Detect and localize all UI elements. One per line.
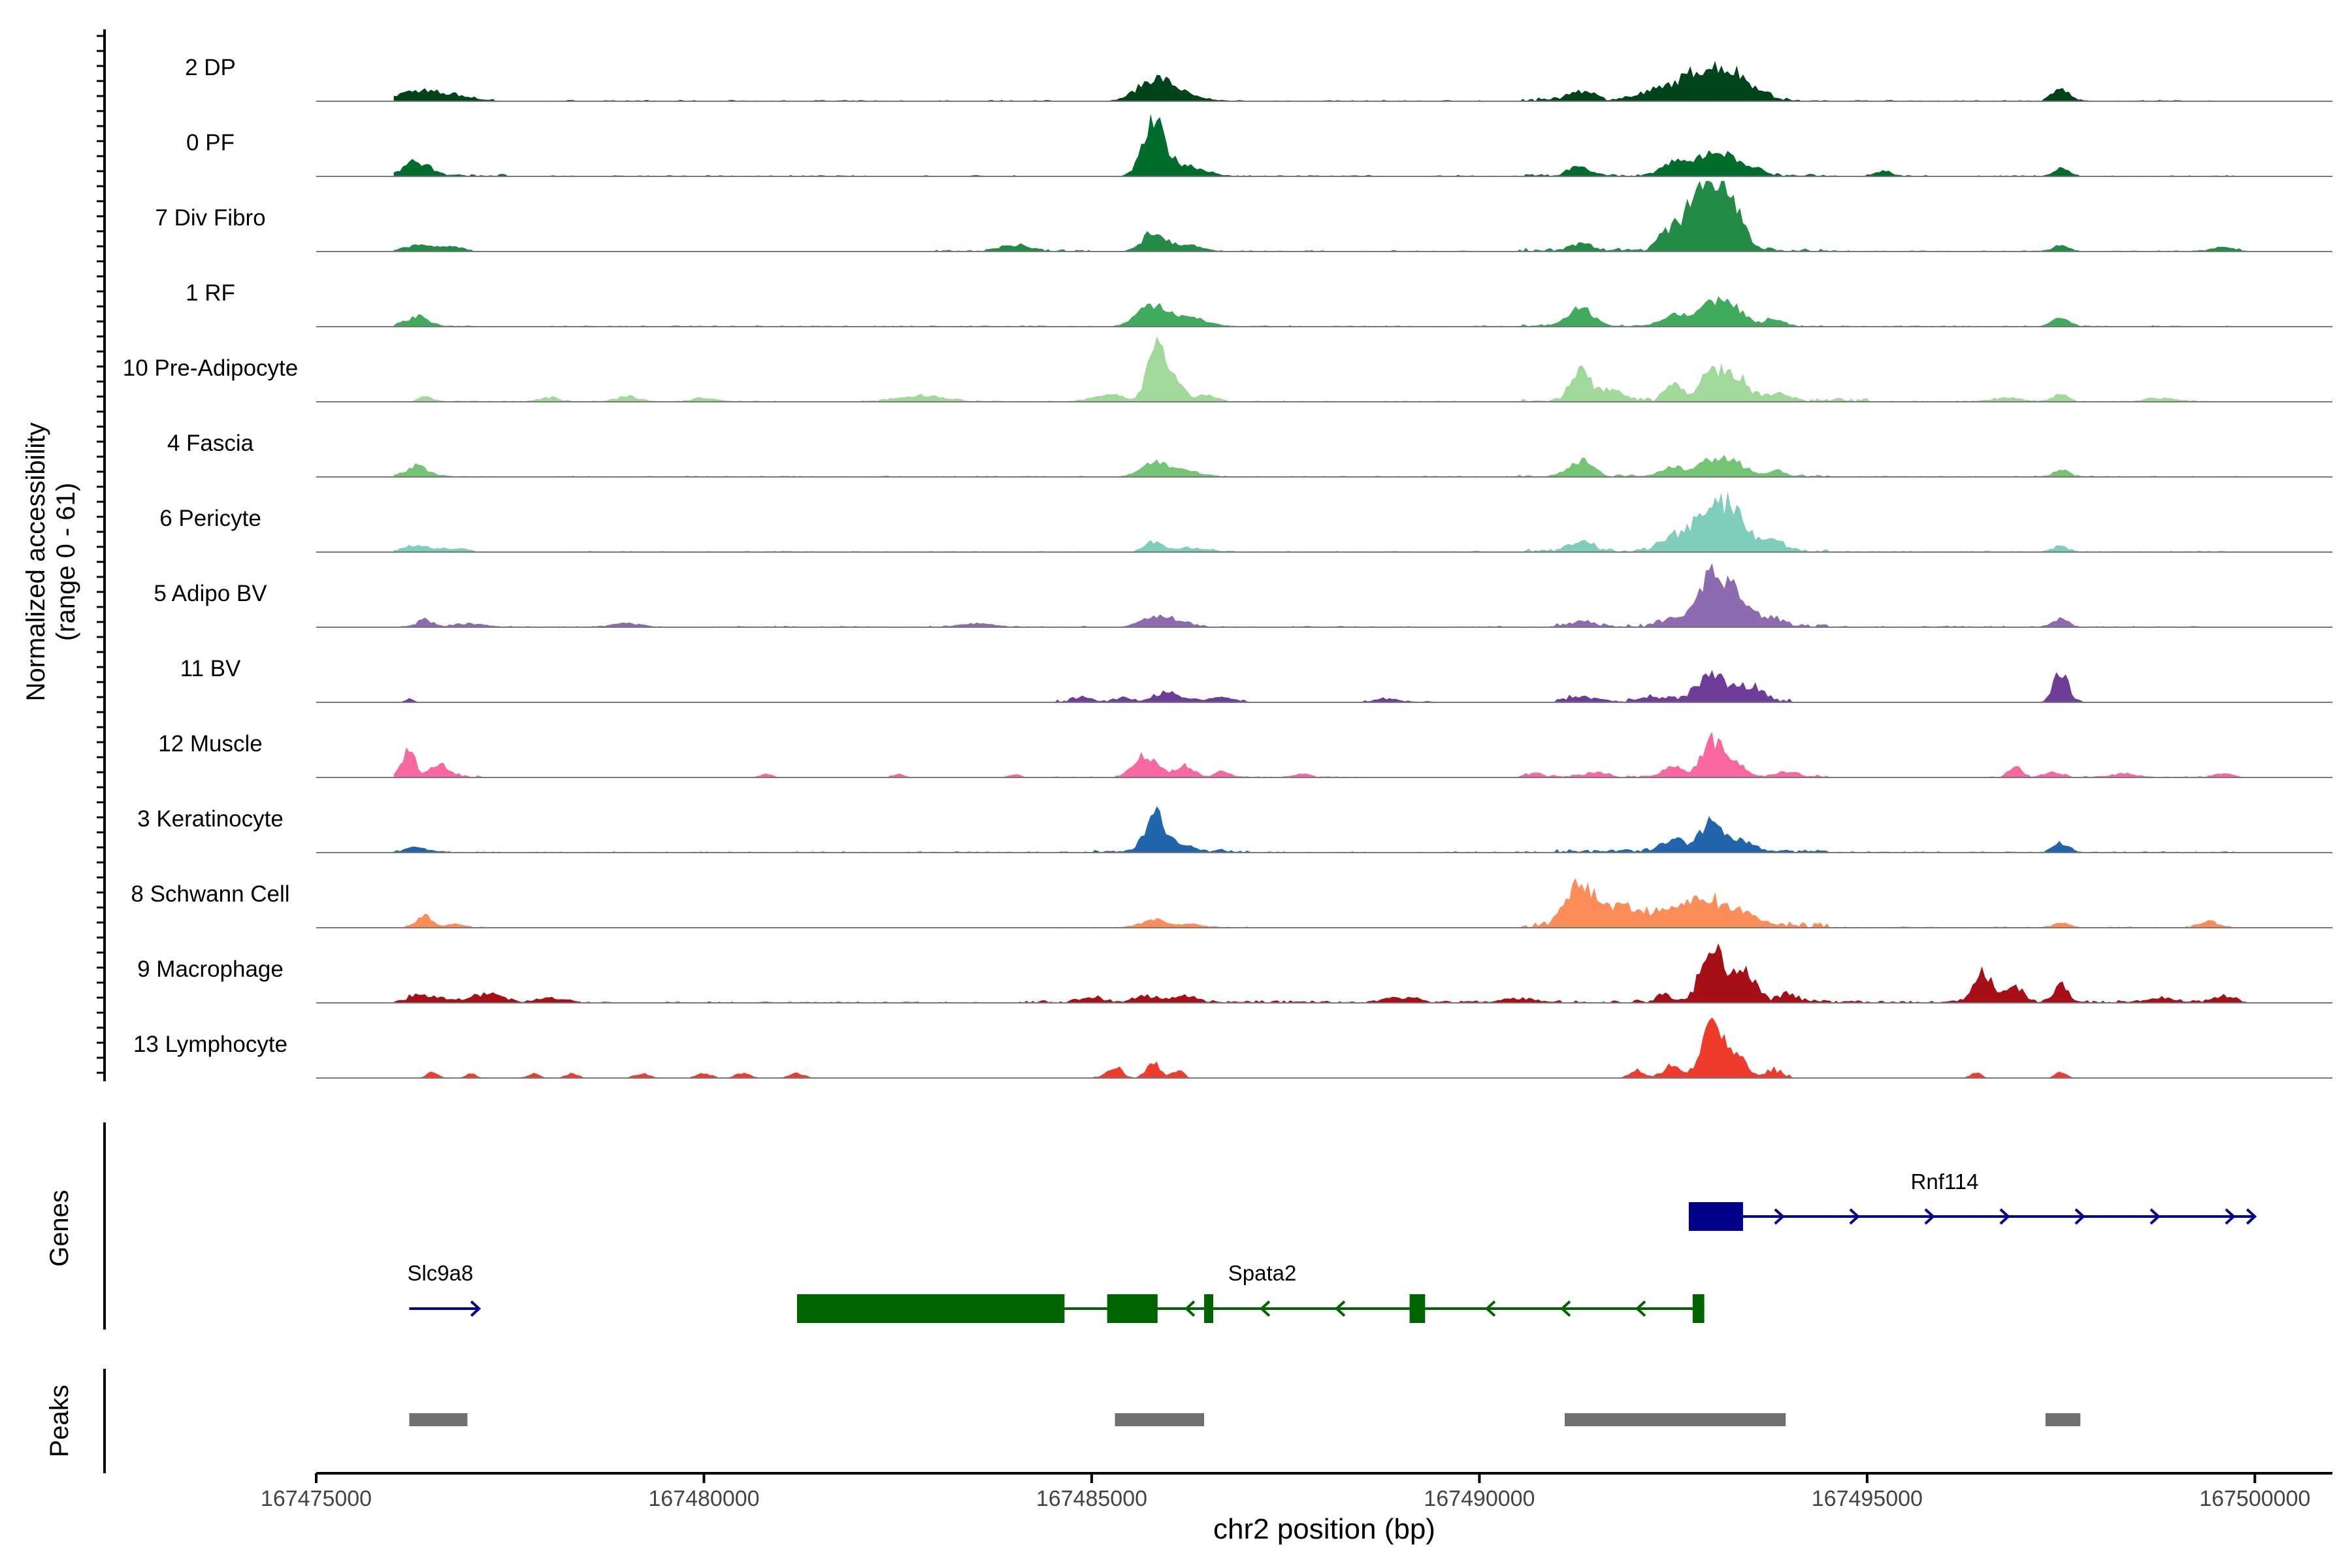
strand-arrow bbox=[1334, 1300, 1346, 1317]
coverage-tracks: 2 DP 0 PF 7 Div Fibro 1 RF 10 Pre-Adipocyte 4… bbox=[123, 55, 2332, 1079]
track-label: 3 Keratinocyte bbox=[137, 806, 284, 832]
track-label: 5 Adipo BV bbox=[154, 581, 267, 606]
gene-model: Rnf114 bbox=[1688, 1169, 2257, 1231]
track: 13 Lymphocyte bbox=[133, 1017, 2332, 1079]
y-axis-label-line1: Normalized accessibility bbox=[22, 423, 50, 702]
gene-exon bbox=[1409, 1294, 1426, 1323]
track-label: 0 PF bbox=[186, 130, 235, 155]
x-tick-label: 167490000 bbox=[1424, 1486, 1535, 1511]
coverage-area bbox=[393, 806, 2255, 853]
peaks-track bbox=[409, 1413, 2081, 1426]
y-axis bbox=[97, 29, 106, 1081]
track: 0 PF bbox=[186, 114, 2332, 177]
coverage-area bbox=[393, 878, 2255, 928]
gene-exon bbox=[1692, 1294, 1705, 1323]
coverage-area bbox=[393, 114, 2255, 176]
strand-arrow bbox=[1484, 1300, 1496, 1317]
track: 3 Keratinocyte bbox=[137, 806, 2332, 853]
strand-arrow bbox=[470, 1300, 482, 1317]
strand-arrow bbox=[2149, 1208, 2161, 1225]
strand-arrow bbox=[1999, 1208, 2010, 1225]
track-label: 2 DP bbox=[185, 55, 236, 80]
gene-label: Slc9a8 bbox=[407, 1261, 473, 1285]
peak-region bbox=[2045, 1413, 2081, 1426]
x-tick-label: 167485000 bbox=[1036, 1486, 1147, 1511]
track-label: 13 Lymphocyte bbox=[133, 1032, 287, 1057]
strand-arrow bbox=[1849, 1208, 1860, 1225]
coverage-area bbox=[393, 181, 2255, 252]
x-axis: 167475000 167480000 167485000 167490000 1674… bbox=[261, 1472, 2332, 1511]
strand-arrow bbox=[1774, 1208, 1785, 1225]
track-label: 9 Macrophage bbox=[137, 956, 284, 982]
track: 11 BV bbox=[180, 656, 2332, 703]
track-label: 11 BV bbox=[180, 656, 241, 681]
track: 12 Muscle bbox=[158, 731, 2332, 778]
gene-annotation-track: Rnf114 Slc9a8 Spata2 bbox=[407, 1169, 2257, 1323]
strand-arrow bbox=[1635, 1300, 1646, 1317]
strand-arrow bbox=[1184, 1300, 1196, 1317]
track: 10 Pre-Adipocyte bbox=[123, 336, 2332, 402]
coverage-area bbox=[393, 491, 2255, 552]
x-tick-label: 167475000 bbox=[261, 1486, 372, 1511]
strand-arrow bbox=[2246, 1208, 2257, 1225]
track-label: 10 Pre-Adipocyte bbox=[123, 355, 298, 381]
coverage-area bbox=[393, 455, 2255, 477]
gene-model: Spata2 bbox=[796, 1261, 1705, 1323]
coverage-area bbox=[393, 732, 2255, 777]
gene-model: Slc9a8 bbox=[407, 1261, 482, 1317]
gene-exon bbox=[1204, 1294, 1214, 1323]
gene-exon bbox=[796, 1294, 1065, 1323]
coverage-area bbox=[393, 1017, 2255, 1078]
strand-arrow bbox=[1924, 1208, 1935, 1225]
track: 1 RF bbox=[186, 280, 2332, 327]
track: 5 Adipo BV bbox=[154, 563, 2332, 628]
track: 7 Div Fibro bbox=[155, 181, 2332, 252]
gene-exon bbox=[1107, 1294, 1158, 1323]
y-axis-label-line2: (range 0 - 61) bbox=[52, 483, 80, 641]
track-label: 12 Muscle bbox=[158, 731, 263, 757]
track-label: 1 RF bbox=[186, 280, 235, 306]
strand-arrow bbox=[2074, 1208, 2085, 1225]
track: 8 Schwann Cell bbox=[131, 878, 2332, 928]
coverage-area bbox=[393, 336, 2255, 402]
strand-arrow bbox=[1560, 1300, 1571, 1317]
coverage-area bbox=[393, 943, 2255, 1003]
track: 4 Fascia bbox=[167, 431, 2332, 478]
gene-label: Rnf114 bbox=[1911, 1169, 1979, 1194]
coverage-area bbox=[393, 61, 2255, 101]
strand-arrow bbox=[2225, 1208, 2236, 1225]
x-tick-label: 167500000 bbox=[2199, 1486, 2310, 1511]
coverage-area bbox=[393, 296, 2255, 327]
gene-label: Spata2 bbox=[1228, 1261, 1297, 1285]
strand-arrow bbox=[1259, 1300, 1271, 1317]
gene-exon bbox=[1688, 1202, 1743, 1231]
track-label: 7 Div Fibro bbox=[155, 205, 265, 231]
peak-region bbox=[409, 1413, 468, 1426]
track: 9 Macrophage bbox=[137, 943, 2332, 1004]
track-label: 6 Pericyte bbox=[159, 506, 261, 531]
track-label: 8 Schwann Cell bbox=[131, 881, 289, 907]
track: 2 DP bbox=[185, 55, 2332, 102]
track: 6 Pericyte bbox=[159, 491, 2332, 553]
track-label: 4 Fascia bbox=[167, 431, 254, 456]
x-tick-label: 167480000 bbox=[648, 1486, 759, 1511]
x-axis-label: chr2 position (bp) bbox=[1213, 1513, 1435, 1545]
coverage-area bbox=[393, 563, 2255, 627]
x-tick-label: 167495000 bbox=[1812, 1486, 1923, 1511]
coverage-area bbox=[393, 670, 2255, 702]
genes-panel-label: Genes bbox=[45, 1190, 74, 1267]
peak-region bbox=[1564, 1413, 1786, 1426]
peak-region bbox=[1115, 1413, 1205, 1426]
peaks-panel-label: Peaks bbox=[45, 1384, 74, 1457]
